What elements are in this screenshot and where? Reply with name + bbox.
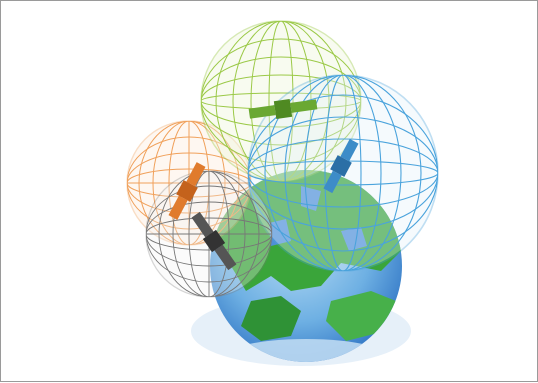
satellite-icon <box>191 211 237 271</box>
satellite-icon <box>248 98 318 120</box>
satellite-icon <box>323 138 359 194</box>
satellite-icon <box>168 162 206 220</box>
